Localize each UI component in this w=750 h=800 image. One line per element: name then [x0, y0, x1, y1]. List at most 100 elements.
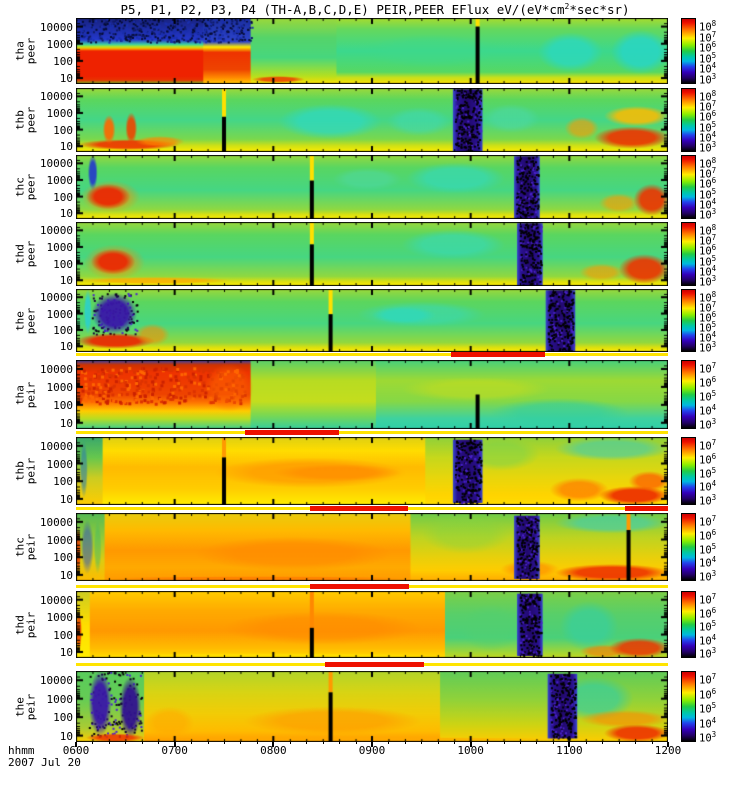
panel-ylabel-text: thb peer — [13, 106, 37, 134]
ytick-label: 100 — [53, 628, 73, 642]
figure-title-post: *sec*sr) — [569, 2, 630, 18]
colorbar-the_peir — [681, 671, 696, 742]
ytick-label: 10 — [59, 729, 73, 743]
xtick-label: 1000 — [457, 744, 484, 757]
ytick-label: 10000 — [39, 593, 73, 607]
ytick-label: 10000 — [39, 674, 73, 688]
colorbar-tick-label: 103 — [699, 140, 717, 155]
x-axis-outward-tick — [141, 742, 143, 744]
colorbar-tha_peer — [681, 18, 696, 84]
ytick-label: 1000 — [46, 307, 74, 321]
ytick-label: 10000 — [39, 157, 73, 171]
ytick-label: 100 — [53, 323, 73, 337]
colorbar-thd_peir — [681, 591, 696, 658]
colorbar-tick-label: 107 — [699, 300, 717, 315]
figure-title: P5, P1, P2, P3, P4 (TH-A,B,C,D,E) PEIR,P… — [0, 2, 750, 17]
ytick-label: 100 — [53, 475, 73, 489]
ytick-label: 10 — [59, 274, 73, 288]
colorbar-thb_peir — [681, 437, 696, 505]
colorbar-tick-label: 105 — [699, 619, 717, 634]
ytick-label: 100 — [53, 54, 73, 68]
panel-heatmap-canvas-the_peir — [76, 671, 668, 742]
colorbar-tick-label: 105 — [699, 186, 717, 202]
ytick-label: 10000 — [39, 90, 73, 104]
ytick-label: 1000 — [46, 380, 74, 394]
colorbar-tick-label: 104 — [699, 196, 717, 212]
colorbar-tick-label: 106 — [699, 605, 717, 620]
panel-heatmap-canvas-thc_peer — [76, 155, 668, 219]
colorbar-tick-label: 108 — [699, 19, 717, 34]
colorbar-tick-label: 104 — [699, 479, 717, 494]
colorbar-thb_peer — [681, 88, 696, 152]
colorbar-tick-label: 108 — [699, 156, 717, 171]
panel-heatmap-canvas-thd_peer — [76, 222, 668, 286]
x-axis-outward-tick — [651, 742, 653, 744]
colorbar-tick-label: 103 — [699, 417, 717, 432]
colorbar-tick-label: 105 — [699, 541, 717, 556]
colorbar-tick-label: 105 — [699, 465, 717, 480]
ytick-label: 10 — [59, 207, 73, 221]
colorbar-tick-label: 105 — [699, 50, 717, 66]
colorbar-tick-label: 103 — [699, 493, 717, 508]
panel-ylabel-text: thc peir — [13, 533, 37, 561]
colorbar-tick-label: 103 — [699, 646, 717, 661]
colorbar-tick-label: 105 — [699, 389, 717, 404]
x-axis-outward-tick — [75, 742, 77, 747]
ytick-label: 1000 — [46, 106, 74, 120]
x-axis-outward-tick — [454, 742, 456, 744]
x-axis-outward-tick — [289, 742, 291, 744]
colorbar-tick-label: 106 — [699, 451, 717, 467]
colorbar-tick-label: 106 — [699, 176, 717, 191]
colorbar-tick-label: 103 — [699, 207, 717, 222]
x-axis-outward-tick — [404, 742, 406, 744]
panel-heatmap-canvas-the_peer — [76, 289, 668, 352]
colorbar-tick-label: 106 — [699, 527, 717, 543]
panel-ylabel-text: tha peir — [13, 381, 37, 408]
x-axis-outward-tick — [256, 742, 258, 744]
x-axis-outward-tick — [306, 742, 308, 744]
colorbar-tick-label: 107 — [699, 233, 717, 248]
x-axis-outward-tick — [602, 742, 604, 744]
ytick-label: 10 — [59, 340, 73, 354]
panel-heatmap-canvas-thb_peer — [76, 88, 668, 152]
ytick-label: 10 — [59, 568, 73, 582]
x-axis-outward-tick — [207, 742, 209, 744]
colorbar-tick-label: 104 — [699, 129, 717, 145]
mode-bar-thd_peir — [76, 662, 668, 667]
panel-heatmap-canvas-thc_peir — [76, 513, 668, 581]
colorbar-tick-label: 108 — [699, 223, 717, 238]
x-axis-outward-tick — [585, 742, 587, 744]
colorbar-tick-label: 103 — [699, 274, 717, 289]
colorbar-tick-label: 104 — [699, 330, 717, 345]
mode-bar-segment — [309, 506, 408, 511]
ytick-label: 1000 — [46, 240, 74, 254]
colorbar-tick-label: 103 — [699, 340, 717, 355]
x-axis-unit-label: hhmm — [8, 744, 35, 757]
mode-bar-segment — [450, 352, 545, 357]
colorbar-tick-label: 107 — [699, 514, 717, 529]
ytick-label: 10000 — [39, 20, 73, 34]
ytick-label: 100 — [53, 398, 73, 412]
figure-title-pre: P5, P1, P2, P3, P4 (TH-A,B,C,D,E) PEIR,P… — [120, 2, 565, 18]
panel-ylabel-text: thd peer — [13, 240, 37, 268]
ytick-label: 100 — [53, 190, 73, 204]
ytick-label: 10 — [59, 416, 73, 430]
mode-bar-segment — [244, 430, 340, 435]
colorbar-tick-label: 104 — [699, 555, 717, 570]
colorbar-tick-label: 107 — [699, 361, 717, 376]
panel-ylabel-text: the peir — [13, 693, 37, 720]
ytick-label: 100 — [53, 551, 73, 565]
x-axis-outward-tick — [158, 742, 160, 744]
mode-bar-segment — [324, 662, 425, 667]
panel-ylabel-text: tha peer — [13, 37, 37, 65]
colorbar-tick-label: 107 — [699, 438, 717, 453]
colorbar-tick-label: 107 — [699, 592, 717, 607]
x-axis-outward-tick — [487, 742, 489, 744]
colorbar-tick-label: 104 — [699, 403, 717, 418]
ytick-label: 10000 — [39, 224, 73, 238]
x-axis-outward-tick — [322, 742, 324, 744]
x-axis-outward-tick — [520, 742, 521, 744]
x-axis-outward-tick — [125, 742, 127, 744]
ytick-label: 10000 — [39, 439, 73, 453]
colorbar-tick-label: 106 — [699, 310, 717, 325]
